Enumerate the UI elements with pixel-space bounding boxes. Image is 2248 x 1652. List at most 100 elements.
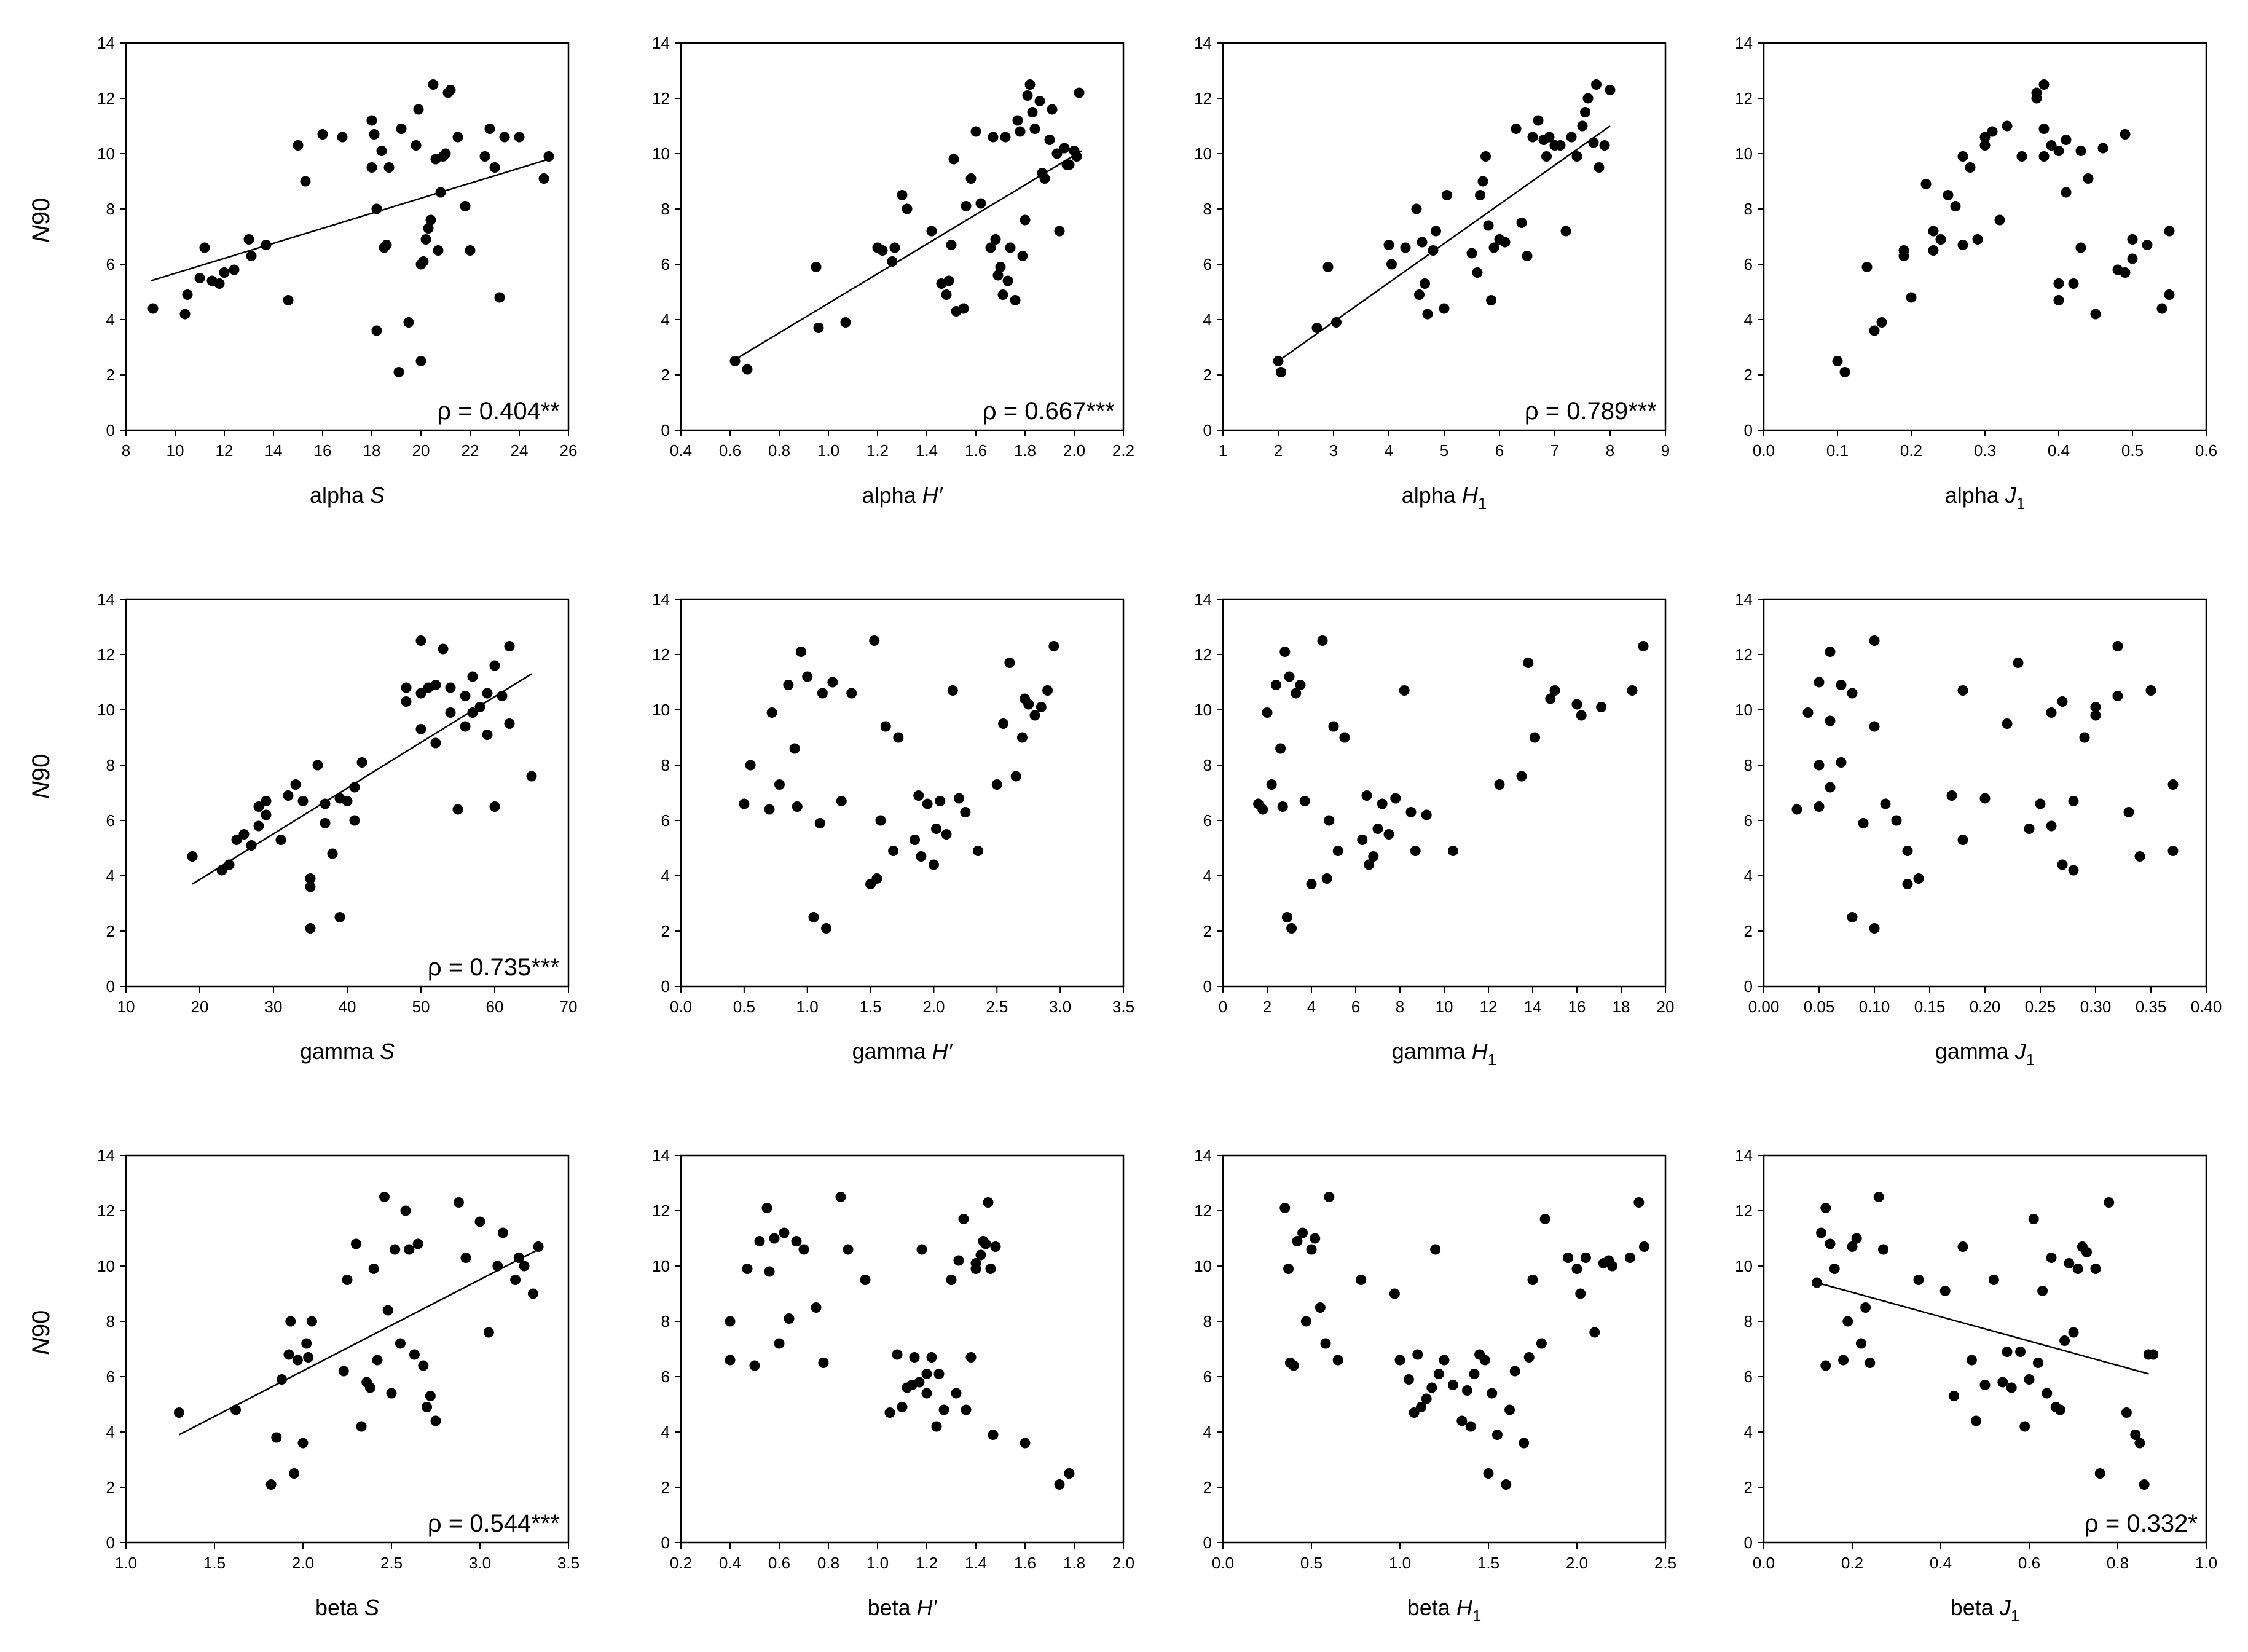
data-point [305, 873, 316, 884]
data-point [224, 859, 235, 870]
data-point [1842, 1316, 1853, 1327]
x-axis-label-subscript: 1 [2016, 494, 2025, 513]
x-axis-label-prefix: beta [1407, 1595, 1451, 1620]
data-point [1310, 1233, 1321, 1244]
data-point [792, 801, 803, 812]
y-tick-label: 10 [1735, 701, 1753, 719]
data-point [1814, 801, 1825, 812]
data-point [840, 317, 851, 328]
data-point [1266, 779, 1277, 790]
data-point [814, 818, 825, 828]
data-point [1488, 242, 1499, 253]
x-tick-label: 50 [412, 997, 430, 1016]
data-point [404, 1244, 415, 1255]
y-tick-label: 6 [1744, 255, 1753, 273]
data-point [425, 214, 436, 226]
data-point [342, 1275, 353, 1285]
data-point [2038, 79, 2050, 90]
data-point [1966, 1355, 1977, 1366]
data-point [972, 846, 983, 856]
data-point [1825, 647, 1836, 657]
y-tick-label: 0 [661, 421, 670, 439]
data-point [1421, 1393, 1432, 1404]
data-point [1054, 1479, 1065, 1490]
x-axis-label-symbol: S [364, 1595, 379, 1620]
data-point [271, 1432, 282, 1443]
y-tick-label: 0 [1744, 977, 1753, 996]
data-point [479, 151, 490, 162]
x-tick-label: 0.8 [2107, 1554, 2129, 1572]
x-axis-label-prefix: beta [1951, 1595, 1994, 1620]
x-tick-label: 1.0 [115, 1554, 137, 1572]
data-point [484, 124, 495, 134]
data-point [460, 1253, 471, 1263]
y-tick-label: 0 [1203, 421, 1212, 439]
data-point [1814, 677, 1825, 688]
y-tick-label: 8 [661, 200, 670, 218]
x-axis-label-prefix: beta [315, 1595, 359, 1620]
x-axis-label-symbol: H [1456, 1595, 1473, 1620]
data-point [2002, 120, 2013, 132]
data-point [1322, 262, 1334, 272]
y-tick-label: 14 [97, 590, 115, 608]
x-tick-label: 20 [1657, 997, 1675, 1016]
data-point [494, 292, 505, 303]
data-point [983, 1197, 994, 1208]
data-point [2090, 702, 2101, 712]
data-point [1994, 214, 2005, 226]
data-point [1847, 688, 1858, 699]
data-point [1501, 1479, 1512, 1490]
data-point [764, 804, 775, 815]
data-point [811, 1302, 822, 1313]
data-point [1633, 1197, 1645, 1208]
x-tick-label: 22 [462, 441, 479, 460]
data-point [988, 132, 999, 143]
data-point [935, 796, 946, 806]
data-point [1530, 732, 1541, 743]
data-point [921, 1369, 932, 1379]
data-point [1483, 220, 1494, 231]
data-point [1838, 1355, 1849, 1366]
data-point [958, 1214, 969, 1224]
data-point [1791, 804, 1802, 815]
data-point [992, 270, 1004, 281]
x-tick-label: 1.8 [1063, 1554, 1085, 1572]
data-point [1880, 798, 1891, 809]
data-point [1624, 1253, 1635, 1263]
x-tick-label: 2.0 [1063, 441, 1085, 460]
x-tick-label: 6 [1495, 441, 1504, 460]
data-point [2024, 824, 2035, 834]
data-point [889, 242, 900, 253]
data-point [1596, 702, 1607, 712]
x-axis-label: beta S [315, 1595, 379, 1620]
data-point [2002, 718, 2013, 729]
data-point [1420, 278, 1430, 289]
data-point [243, 234, 254, 245]
data-point [229, 264, 240, 275]
data-point [1386, 259, 1397, 270]
data-point [2061, 135, 2072, 145]
data-point [513, 1253, 524, 1263]
data-point [411, 140, 422, 151]
x-axis-label: alpha H1 [1402, 482, 1487, 513]
data-point [1315, 1302, 1326, 1313]
y-tick-label: 12 [1194, 645, 1212, 664]
rho-annotation: ρ = 0.735*** [428, 954, 560, 981]
x-tick-label: 2.5 [1654, 1554, 1676, 1572]
data-point [1017, 251, 1028, 261]
data-point [2075, 146, 2086, 156]
data-point [1858, 818, 1869, 828]
data-point [1802, 707, 1814, 718]
x-tick-label: 1.8 [1014, 441, 1036, 460]
data-point [990, 234, 1001, 245]
data-point [1465, 1421, 1476, 1432]
data-point [1997, 1377, 2008, 1388]
data-point [366, 115, 377, 126]
data-point [2006, 1382, 2017, 1393]
data-point [1431, 226, 1441, 237]
data-point [2038, 124, 2050, 134]
data-point [420, 234, 431, 245]
x-tick-label: 0.00 [1748, 997, 1780, 1016]
